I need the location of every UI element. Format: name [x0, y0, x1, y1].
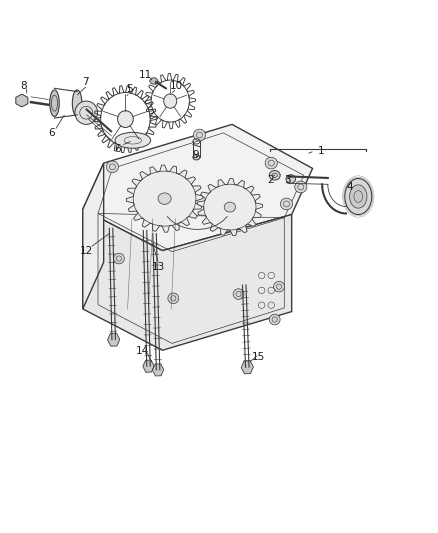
Ellipse shape: [269, 171, 280, 180]
Ellipse shape: [233, 289, 244, 300]
Text: 13: 13: [152, 262, 165, 271]
Polygon shape: [83, 163, 104, 309]
Text: 9: 9: [193, 150, 199, 160]
Polygon shape: [152, 364, 164, 376]
Text: 4: 4: [346, 182, 353, 192]
Ellipse shape: [269, 314, 280, 325]
Text: 6: 6: [48, 128, 55, 138]
Text: 10: 10: [170, 81, 184, 91]
Polygon shape: [198, 179, 262, 236]
Polygon shape: [83, 209, 292, 350]
Ellipse shape: [117, 111, 133, 127]
Text: 14: 14: [135, 346, 148, 357]
Text: 5: 5: [127, 84, 133, 94]
Polygon shape: [83, 124, 313, 251]
Text: 15: 15: [251, 352, 265, 361]
Ellipse shape: [224, 202, 236, 212]
Polygon shape: [143, 360, 154, 372]
Ellipse shape: [345, 179, 372, 215]
Ellipse shape: [113, 253, 124, 264]
Ellipse shape: [115, 132, 151, 148]
Text: 1: 1: [318, 146, 325, 156]
Ellipse shape: [350, 185, 367, 208]
Ellipse shape: [164, 94, 177, 108]
Ellipse shape: [106, 161, 118, 173]
Polygon shape: [126, 165, 203, 232]
Ellipse shape: [150, 78, 158, 84]
Ellipse shape: [265, 157, 277, 169]
Ellipse shape: [280, 198, 293, 210]
Ellipse shape: [168, 293, 179, 304]
Ellipse shape: [158, 193, 171, 204]
Ellipse shape: [295, 181, 307, 193]
Ellipse shape: [72, 90, 82, 116]
Text: 3: 3: [284, 174, 291, 184]
Ellipse shape: [193, 129, 205, 141]
Text: 8: 8: [20, 81, 26, 91]
Ellipse shape: [193, 155, 200, 160]
Text: 6: 6: [114, 144, 121, 154]
Text: 7: 7: [81, 77, 88, 87]
Ellipse shape: [75, 101, 98, 124]
Ellipse shape: [274, 281, 285, 292]
Text: 12: 12: [80, 246, 93, 256]
Ellipse shape: [286, 175, 296, 183]
Polygon shape: [241, 361, 253, 374]
Polygon shape: [16, 94, 28, 107]
Text: 11: 11: [138, 70, 152, 79]
Text: 2: 2: [267, 174, 274, 184]
Ellipse shape: [49, 90, 59, 116]
Polygon shape: [108, 333, 120, 346]
